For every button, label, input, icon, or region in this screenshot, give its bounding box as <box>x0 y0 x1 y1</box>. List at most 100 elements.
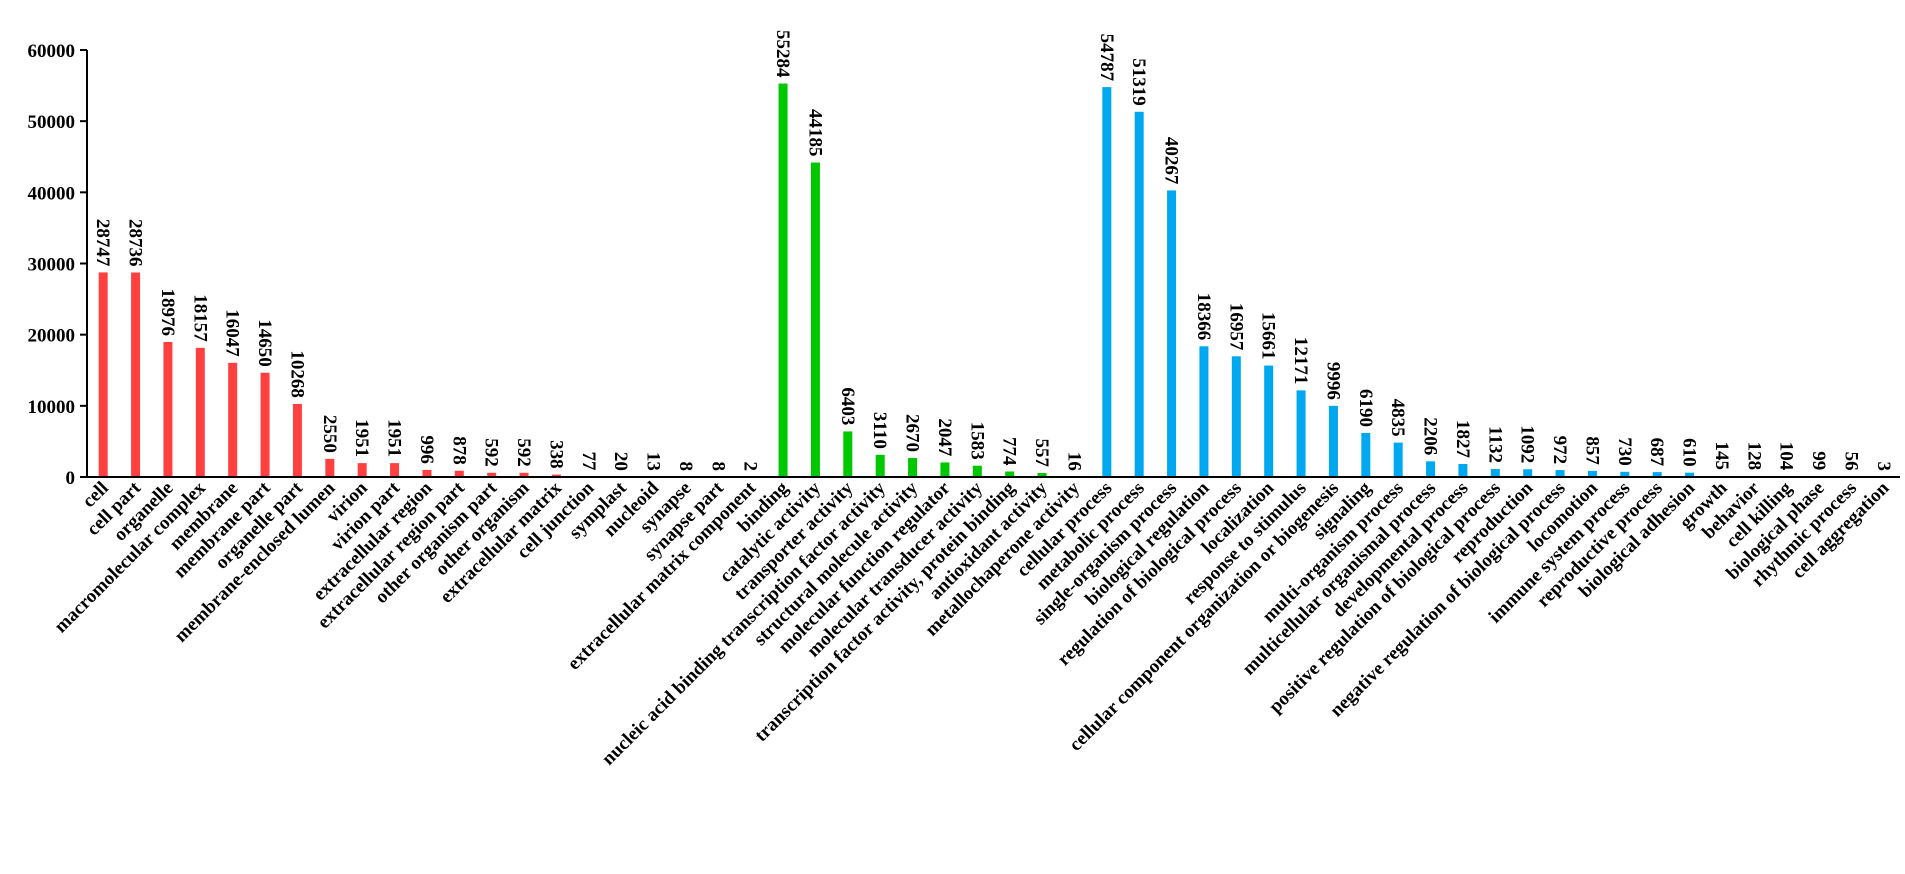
bar-value-label: 1951 <box>384 419 405 457</box>
bar-value-label: 592 <box>481 438 502 467</box>
y-tick-label: 20000 <box>28 326 76 347</box>
bar-value-label: 99 <box>1808 451 1829 470</box>
bar-value-label: 77 <box>578 451 599 471</box>
bar-molecular-transducer-activity <box>972 465 982 477</box>
bar-locomotion <box>1587 470 1597 477</box>
y-axis: 0 10000 20000 30000 40000 50000 60000 <box>28 41 88 489</box>
bar-value-label: 972 <box>1549 436 1570 465</box>
bar-binding <box>778 83 788 478</box>
bar-biological-adhesion <box>1685 472 1695 477</box>
bar-value-label: 1132 <box>1484 426 1505 463</box>
bar-value-label: 14650 <box>254 319 275 367</box>
bar-metabolic-process <box>1134 111 1144 477</box>
bar-value-label: 2047 <box>934 418 955 457</box>
bar-value-label: 2 <box>740 461 761 471</box>
bar-transcription-factor-activity-protein-binding <box>1005 471 1015 477</box>
bar-value-label: 44185 <box>804 109 825 157</box>
bar-value-label: 56 <box>1840 452 1861 471</box>
bar-molecular-function-regulator <box>940 462 950 477</box>
bar-value-label: 878 <box>448 436 469 465</box>
bar-negative-regulation-of-biological-process <box>1555 470 1565 477</box>
bar-value-label: 2670 <box>902 414 923 452</box>
bar-membrane-part <box>260 372 270 477</box>
bar-immune-system-process <box>1620 471 1630 477</box>
bar-value-label: 51319 <box>1128 58 1149 106</box>
bar-multicellular-organismal-process <box>1426 461 1436 477</box>
bar-value-label: 16 <box>1063 452 1084 471</box>
bar-value-label: 996 <box>416 435 437 464</box>
bar-extracellular-region <box>422 469 432 477</box>
bar-antioxidant-activity <box>1037 473 1047 477</box>
bar-catalytic-activity <box>810 162 820 477</box>
bars <box>98 83 1889 478</box>
bar-cellular-component-organization-or-biogenesis <box>1328 405 1338 477</box>
bar-value-label: 16957 <box>1225 303 1246 351</box>
bar-value-label: 128 <box>1743 442 1764 471</box>
bar-organelle-part <box>292 403 302 477</box>
bar-signaling <box>1361 432 1371 477</box>
y-tick-label: 10000 <box>28 397 76 418</box>
y-tick-label: 60000 <box>28 41 76 62</box>
bar-membrane <box>228 362 238 477</box>
bar-macromolecular-complex <box>195 347 205 477</box>
bar-value-label: 1951 <box>351 419 372 457</box>
bar-cell <box>98 272 108 477</box>
bar-value-label: 4835 <box>1387 399 1408 437</box>
bar-value-label: 6190 <box>1355 389 1376 427</box>
bar-value-label: 13 <box>643 452 664 471</box>
bar-value-label: 557 <box>1031 439 1052 468</box>
bar-value-label: 2206 <box>1420 417 1441 455</box>
bar-structural-molecule-activity <box>908 457 918 477</box>
bar-extracellular-matrix <box>551 474 561 477</box>
bar-value-label: 12171 <box>1290 337 1311 385</box>
bar-value-label: 857 <box>1581 436 1602 465</box>
bar-nucleic-acid-binding-transcription-factor-activity <box>875 454 885 477</box>
bar-value-label: 3110 <box>869 412 890 449</box>
bar-localization <box>1264 365 1274 477</box>
y-tick-label: 50000 <box>28 112 76 133</box>
bar-value-label: 55284 <box>772 30 793 78</box>
bar-value-label: 9996 <box>1322 362 1343 400</box>
bar-response-to-stimulus <box>1296 390 1306 477</box>
bar-cell-part <box>131 272 141 477</box>
bar-value-label: 15661 <box>1258 312 1279 360</box>
bar-other-organism <box>519 472 529 477</box>
bar-value-label: 6403 <box>837 387 858 425</box>
bar-value-label: 18366 <box>1193 293 1214 341</box>
y-tick-label: 0 <box>66 468 76 489</box>
y-tick-label: 40000 <box>28 183 76 204</box>
value-labels: 28747 28736 18976 18157 16047 14650 10268 2550 1… <box>92 30 1894 471</box>
bar-extracellular-region-part <box>454 470 464 477</box>
bar-value-label: 610 <box>1679 438 1700 467</box>
bar-value-label: 10268 <box>286 350 307 398</box>
bar-value-label: 8 <box>675 461 696 471</box>
bar-value-label: 40267 <box>1161 137 1182 185</box>
bar-single-organism-process <box>1167 190 1177 478</box>
bar-value-label: 774 <box>999 437 1020 466</box>
bar-biological-regulation <box>1199 346 1209 477</box>
bar-value-label: 1092 <box>1517 425 1538 463</box>
bar-value-label: 28736 <box>125 219 146 267</box>
bar-value-label: 54787 <box>1096 34 1117 82</box>
y-tick-label: 30000 <box>28 255 76 276</box>
bar-value-label: 28747 <box>92 219 113 267</box>
bar-cellular-process <box>1102 87 1112 477</box>
bar-positive-regulation-of-biological-process <box>1490 468 1500 477</box>
bar-virion-part <box>390 463 400 477</box>
bar-reproduction <box>1523 469 1533 477</box>
bar-value-label: 3 <box>1873 461 1894 471</box>
bar-value-label: 2550 <box>319 415 340 453</box>
bar-developmental-process <box>1458 463 1468 477</box>
bar-multi-organism-process <box>1393 442 1403 477</box>
bar-regulation-of-biological-process <box>1231 356 1241 477</box>
bar-reproductive-process <box>1652 472 1662 477</box>
bar-other-organism-part <box>487 472 497 477</box>
bar-value-label: 338 <box>545 440 566 469</box>
bar-value-label: 16047 <box>222 309 243 357</box>
bar-transporter-activity <box>843 431 853 477</box>
bar-virion <box>357 463 367 477</box>
bar-value-label: 104 <box>1776 442 1797 471</box>
bar-value-label: 145 <box>1711 441 1732 470</box>
bar-value-label: 18976 <box>157 288 178 336</box>
